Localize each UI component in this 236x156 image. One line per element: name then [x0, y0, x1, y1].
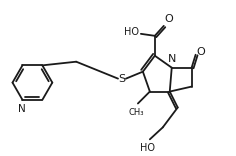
Text: O: O	[165, 14, 173, 24]
Text: N: N	[168, 54, 176, 64]
Text: O: O	[197, 47, 205, 57]
Text: HO: HO	[124, 27, 139, 37]
Text: N: N	[18, 104, 25, 114]
Text: CH₃: CH₃	[128, 108, 144, 117]
Text: S: S	[118, 74, 126, 84]
Text: HO: HO	[140, 143, 155, 153]
